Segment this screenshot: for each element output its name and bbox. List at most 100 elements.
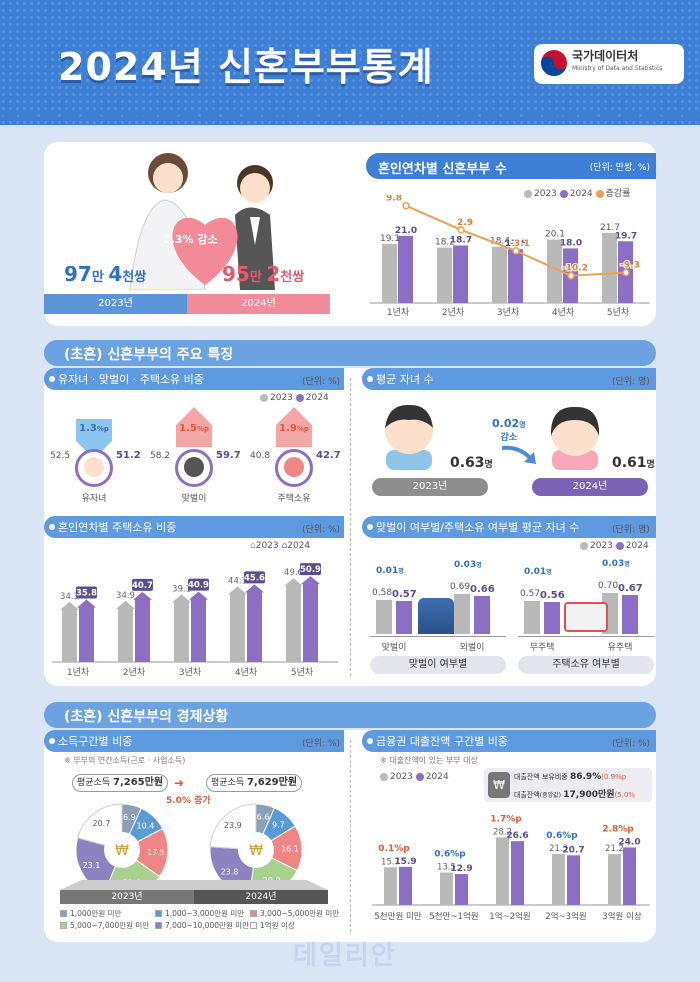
loan-chart: 15.715.9 0.1%p 5천만원 미만 13.512.9 0.6%p 5천만~1억원… [372, 814, 650, 922]
children-arrow-icon [501, 445, 536, 464]
taegeuk-icon [541, 50, 567, 76]
bar-2024 [567, 855, 580, 905]
roof-icon [133, 591, 152, 600]
pie-podium [60, 880, 328, 890]
rate-label: -3.1 [510, 239, 530, 249]
category-label: 1년차 [67, 666, 90, 678]
legend-swatch [155, 922, 162, 929]
value-2024: 40.9 [188, 581, 209, 591]
bar-2024 [544, 601, 560, 634]
money-bag-icon: ₩ [488, 772, 510, 798]
ratio-icon-circle [175, 449, 213, 487]
bar-2024 [135, 598, 150, 662]
pie-label: 23.9 [224, 821, 242, 830]
loan-delta: 2.8%p [602, 824, 634, 834]
header-wave [0, 112, 700, 120]
value-2023: 0.57 [520, 588, 541, 599]
bar-2024 [396, 600, 412, 634]
home-unit: (단위: %) [302, 525, 341, 535]
ratio-2023: 40.8 [250, 451, 271, 461]
by-year-header: 혼인연차별 신혼부부 수 (단위: 만쌍, %) [366, 153, 656, 179]
dual-delta-unit: 명 [624, 561, 630, 569]
ratio-icon-circle [75, 449, 113, 487]
bar-2023 [552, 853, 565, 905]
loan-holding: 대출잔액 보유비중 86.9%(0.9%p [514, 772, 627, 782]
ratio-2024: 51.2 [116, 450, 141, 461]
value-tag [244, 571, 265, 584]
bar-2024 [623, 847, 636, 905]
roof-icon [284, 578, 303, 587]
dual-delta-unit: 명 [546, 568, 552, 576]
ratio-chart: 1.3%p 52.5 51.2 유자녀 1.5%p 58.2 59.7 맞벌이 1.9%p 40.… [44, 405, 344, 510]
legend-label: 7,000~10,000만원 미만 [165, 921, 249, 930]
briefcase-icon [184, 457, 204, 477]
bar-2023 [382, 243, 397, 303]
value-2023: 44.3 [228, 576, 247, 586]
pie-label: 16.1 [281, 845, 299, 854]
pie-label: 9.7 [272, 820, 285, 829]
children-2023-value: 0.63명 [450, 455, 493, 471]
value-2024: 26.6 [506, 831, 528, 841]
watermark: 데일리안 [293, 941, 397, 971]
roof-icon [116, 600, 135, 609]
group-axis [518, 636, 654, 654]
ratio-2024: 42.7 [316, 450, 341, 461]
roof-icon [60, 601, 79, 610]
by-year-legend: 2023 2024 증감률 [524, 186, 630, 199]
value-2024: 21.0 [395, 226, 417, 236]
ratio-2023: 52.5 [50, 451, 71, 461]
bar-2024 [303, 583, 318, 662]
boy-icon [385, 404, 433, 470]
dual-unit: (단위: 명) [612, 525, 650, 535]
pie-label: 20.7 [93, 819, 111, 828]
by-year-chart: 19.121.0 1년차 18.218.7 2년차 18.417.8 3년차 20.118.… [370, 195, 650, 318]
bar-2023 [440, 872, 453, 905]
ratio-unit: (단위: %) [302, 377, 341, 387]
value-2024: 0.56 [540, 589, 565, 601]
pie-label: 10.4 [137, 821, 155, 830]
dual-delta: 0.03명 [454, 559, 482, 570]
value-2023: 0.70 [598, 581, 619, 592]
bar-2024 [511, 841, 524, 905]
income-unit: (단위: %) [302, 739, 341, 749]
category-label: 2년차 [442, 306, 465, 318]
ratio-header: 유자녀 · 맞벌이 · 주택소유 비중 [44, 368, 344, 390]
value-2024: 12.9 [450, 864, 472, 874]
rate-point [457, 226, 465, 234]
rate-point [567, 271, 575, 280]
bar-2024 [508, 249, 523, 303]
bar-2023 [492, 246, 507, 303]
category-label: 3년차 [497, 306, 520, 318]
bar-2023 [524, 600, 540, 634]
ratio-label: 맞벌이 [181, 494, 207, 504]
section1-divider [350, 378, 351, 676]
page-title: 2024년 신혼부부통계 [58, 45, 434, 89]
category-label: 4년차 [552, 306, 575, 318]
couples-2023: 97만 4천쌍 [64, 262, 147, 286]
ratio-2024: 59.7 [216, 450, 241, 461]
legend-swatch [60, 922, 67, 929]
bar-2023 [437, 247, 452, 303]
pie-label: 23.1 [83, 861, 101, 870]
bar-2023 [230, 593, 245, 662]
value-2024: 35.8 [76, 589, 97, 599]
category-label: 2억~3억원 [545, 911, 586, 922]
ratio-delta: 1.9%p [279, 423, 309, 434]
section2-divider [350, 740, 351, 932]
bar-2023 [174, 601, 189, 662]
bar-2023 [62, 608, 77, 662]
pie-label: 6.6 [257, 813, 270, 822]
value-2024: 0.57 [392, 588, 417, 600]
legend-swatch [155, 910, 162, 917]
bar-2023 [384, 867, 397, 905]
roof-icon [245, 584, 264, 593]
income-arrow-icon: ➜ [174, 776, 185, 790]
year-2024-band: 2024년 [187, 294, 330, 314]
value-2024: 18.0 [560, 238, 582, 248]
income-header: 소득구간별 비중 [44, 730, 344, 752]
ratio-delta-unit: %p [96, 425, 109, 433]
dual-delta-unit: 명 [398, 568, 404, 576]
house-icon [284, 457, 304, 477]
children-unit: (단위: 명) [612, 377, 650, 387]
dual-header: 맞벌이 여부별/주택소유 여부별 평균 자녀 수 [362, 516, 656, 538]
